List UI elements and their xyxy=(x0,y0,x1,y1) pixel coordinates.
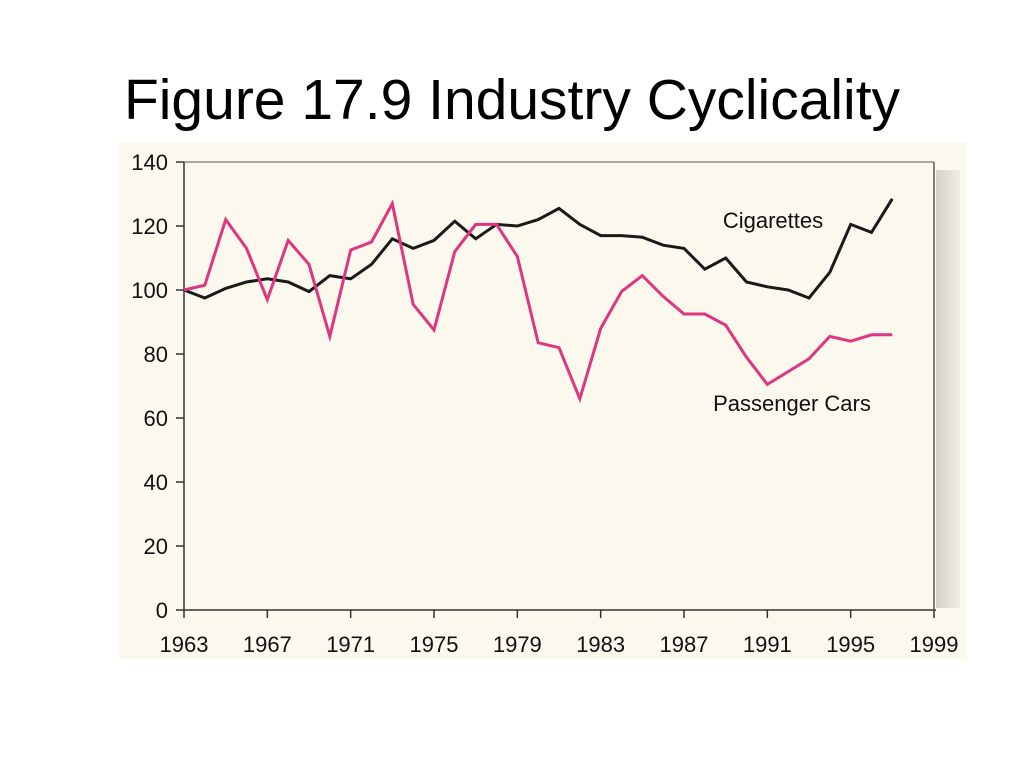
data-point-cigarettes xyxy=(453,220,456,223)
data-point-cigarettes xyxy=(308,290,311,293)
data-point-cigarettes xyxy=(537,218,540,221)
x-tick-label: 1979 xyxy=(493,632,542,657)
data-point-passenger-cars xyxy=(766,383,769,386)
data-point-passenger-cars xyxy=(370,241,373,244)
x-tick-label: 1967 xyxy=(243,632,292,657)
data-point-passenger-cars xyxy=(641,274,644,277)
data-point-cigarettes xyxy=(516,225,519,228)
series-label-cigarettes: Cigarettes xyxy=(723,208,823,233)
y-tick-label: 20 xyxy=(144,534,168,559)
data-point-cigarettes xyxy=(203,297,206,300)
data-point-passenger-cars xyxy=(620,290,623,293)
data-point-passenger-cars xyxy=(224,218,227,221)
x-tick-label: 1991 xyxy=(743,632,792,657)
data-point-passenger-cars xyxy=(433,329,436,332)
plot-area-shadow xyxy=(936,170,960,608)
data-point-passenger-cars xyxy=(474,223,477,226)
data-point-cigarettes xyxy=(578,223,581,226)
data-point-passenger-cars xyxy=(891,333,894,336)
data-point-cigarettes xyxy=(391,237,394,240)
x-tick-label: 1987 xyxy=(660,632,709,657)
y-tick-label: 0 xyxy=(156,598,168,623)
data-point-passenger-cars xyxy=(578,397,581,400)
data-point-passenger-cars xyxy=(537,341,540,344)
x-tick-label: 1975 xyxy=(410,632,459,657)
data-point-cigarettes xyxy=(808,297,811,300)
series-label-passenger-cars: Passenger Cars xyxy=(713,391,871,416)
data-point-cigarettes xyxy=(370,263,373,266)
data-point-cigarettes xyxy=(328,274,331,277)
data-point-passenger-cars xyxy=(308,263,311,266)
data-point-passenger-cars xyxy=(787,370,790,373)
plot-area xyxy=(184,162,936,610)
x-tick-label: 1999 xyxy=(910,632,959,657)
y-tick-label: 40 xyxy=(144,470,168,495)
data-point-cigarettes xyxy=(287,281,290,284)
y-tick-label: 80 xyxy=(144,342,168,367)
data-point-cigarettes xyxy=(766,285,769,288)
data-point-passenger-cars xyxy=(828,335,831,338)
data-point-passenger-cars xyxy=(287,239,290,242)
data-point-passenger-cars xyxy=(849,340,852,343)
series-line-cigarettes xyxy=(183,198,894,300)
data-point-cigarettes xyxy=(849,223,852,226)
data-point-cigarettes xyxy=(620,234,623,237)
x-tick-label: 1995 xyxy=(826,632,875,657)
data-point-cigarettes xyxy=(433,239,436,242)
data-point-passenger-cars xyxy=(599,327,602,330)
data-point-passenger-cars xyxy=(558,346,561,349)
data-point-passenger-cars xyxy=(183,289,186,292)
data-point-passenger-cars xyxy=(391,202,394,205)
data-point-cigarettes xyxy=(683,247,686,250)
data-point-passenger-cars xyxy=(203,284,206,287)
data-point-passenger-cars xyxy=(412,303,415,306)
data-point-passenger-cars xyxy=(453,250,456,253)
data-point-passenger-cars xyxy=(683,313,686,316)
data-point-passenger-cars xyxy=(495,223,498,226)
data-point-cigarettes xyxy=(245,281,248,284)
data-point-passenger-cars xyxy=(516,255,519,258)
data-point-passenger-cars xyxy=(745,356,748,359)
data-point-passenger-cars xyxy=(724,324,727,327)
data-point-cigarettes xyxy=(266,277,269,280)
data-point-cigarettes xyxy=(224,287,227,290)
data-point-cigarettes xyxy=(787,289,790,292)
data-point-cigarettes xyxy=(891,197,894,200)
series-layer xyxy=(183,197,894,404)
series-labels: Cigarettes Passenger Cars xyxy=(713,208,871,416)
data-point-passenger-cars xyxy=(662,295,665,298)
data-point-passenger-cars xyxy=(349,249,352,252)
data-point-cigarettes xyxy=(474,237,477,240)
data-point-cigarettes xyxy=(412,247,415,250)
y-tick-label: 60 xyxy=(144,406,168,431)
data-point-cigarettes xyxy=(870,231,873,234)
data-point-cigarettes xyxy=(349,277,352,280)
data-point-passenger-cars xyxy=(245,247,248,250)
data-point-passenger-cars xyxy=(328,335,331,338)
data-point-passenger-cars xyxy=(808,357,811,360)
data-point-cigarettes xyxy=(662,244,665,247)
data-point-cigarettes xyxy=(558,207,561,210)
x-tick-label: 1971 xyxy=(326,632,375,657)
y-tick-label: 140 xyxy=(131,150,168,175)
axes: 0 20 40 60 80 100 120 140 1963 1967 1971 1975 1979 19… xyxy=(131,150,958,657)
data-point-passenger-cars xyxy=(703,313,706,316)
data-point-cigarettes xyxy=(641,236,644,239)
slide-title: Figure 17.9 Industry Cyclicality xyxy=(123,68,901,132)
data-point-passenger-cars xyxy=(266,298,269,301)
data-point-cigarettes xyxy=(599,234,602,237)
data-point-cigarettes xyxy=(828,271,831,274)
data-point-cigarettes xyxy=(745,281,748,284)
series-line-passenger-cars xyxy=(183,199,893,404)
y-tick-label: 100 xyxy=(131,278,168,303)
data-point-cigarettes xyxy=(703,268,706,271)
x-tick-label: 1963 xyxy=(160,632,209,657)
data-point-cigarettes xyxy=(724,257,727,260)
data-point-passenger-cars xyxy=(870,333,873,336)
x-tick-label: 1983 xyxy=(576,632,625,657)
y-tick-label: 120 xyxy=(131,214,168,239)
